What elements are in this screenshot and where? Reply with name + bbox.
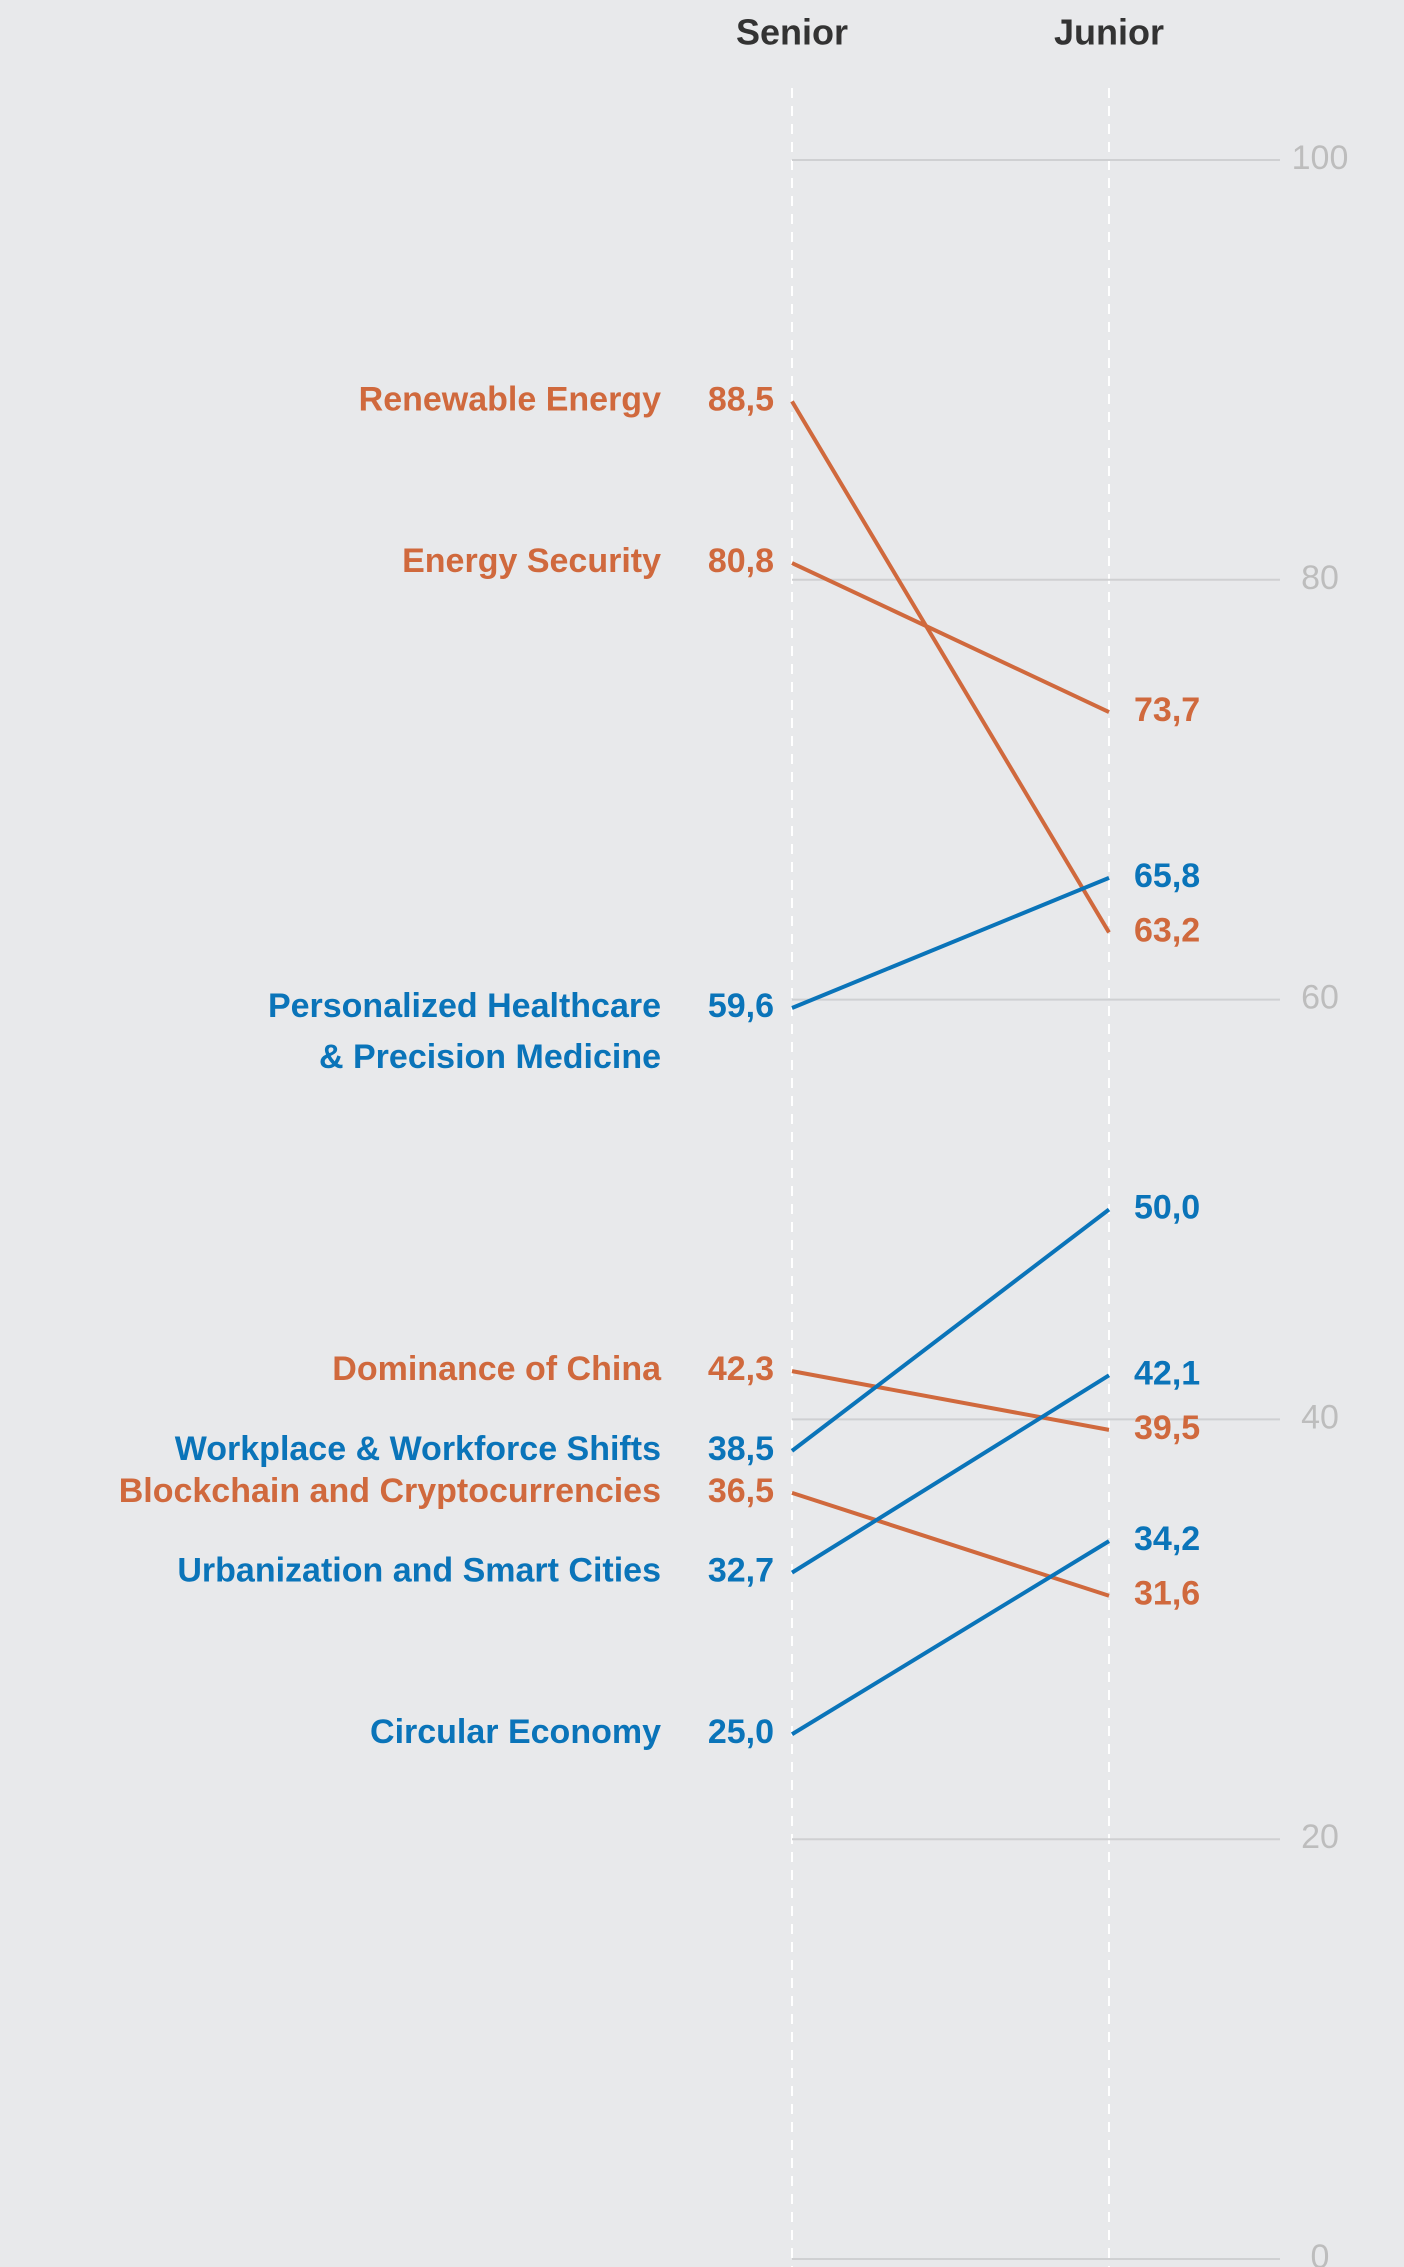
value-label: 42,3 <box>708 1350 774 1388</box>
value-label: 63,2 <box>1134 911 1200 949</box>
slope-line <box>791 876 1110 1010</box>
value-label: 59,6 <box>708 987 774 1025</box>
value-label: 38,5 <box>708 1430 774 1468</box>
slope-line <box>790 400 1111 934</box>
value-label: 88,5 <box>708 380 774 418</box>
series-name: Personalized Healthcare & Precision Medic… <box>268 987 661 1076</box>
value-label: 50,0 <box>1134 1188 1200 1226</box>
series-name: Energy Security <box>402 542 661 580</box>
y-tick-label: 80 <box>1301 559 1339 597</box>
value-label: 34,2 <box>1134 1520 1200 1558</box>
y-tick-label: 60 <box>1301 979 1339 1017</box>
series-name: Circular Economy <box>370 1713 661 1751</box>
series-name: Workplace & Workforce Shifts <box>175 1430 661 1468</box>
value-label: 80,8 <box>708 542 774 580</box>
value-label: 36,5 <box>708 1472 774 1510</box>
slope-line <box>790 1373 1111 1575</box>
value-label: 32,7 <box>708 1552 774 1590</box>
slope-line <box>791 1369 1110 1432</box>
slope-line <box>791 561 1110 714</box>
series-name: Dominance of China <box>332 1350 662 1388</box>
series-name: Renewable Energy <box>359 380 661 418</box>
value-label: 31,6 <box>1134 1575 1200 1613</box>
y-tick-label: 40 <box>1301 1398 1339 1436</box>
y-tick-label: 20 <box>1301 1818 1339 1856</box>
slope-line <box>791 1490 1110 1598</box>
value-label: 73,7 <box>1134 691 1200 729</box>
series-name: Blockchain and Cryptocurrencies <box>119 1472 661 1510</box>
value-label: 65,8 <box>1134 857 1200 895</box>
value-label: 39,5 <box>1134 1409 1200 1447</box>
slope-line <box>790 1207 1111 1453</box>
column-header: Junior <box>1054 12 1164 53</box>
y-tick-label: 0 <box>1311 2238 1330 2267</box>
y-tick-label: 100 <box>1292 139 1349 177</box>
column-header: Senior <box>736 12 848 53</box>
value-label: 25,0 <box>708 1713 774 1751</box>
series-name: Urbanization and Smart Cities <box>177 1552 661 1590</box>
slope-line <box>790 1539 1111 1736</box>
value-label: 42,1 <box>1134 1354 1200 1392</box>
